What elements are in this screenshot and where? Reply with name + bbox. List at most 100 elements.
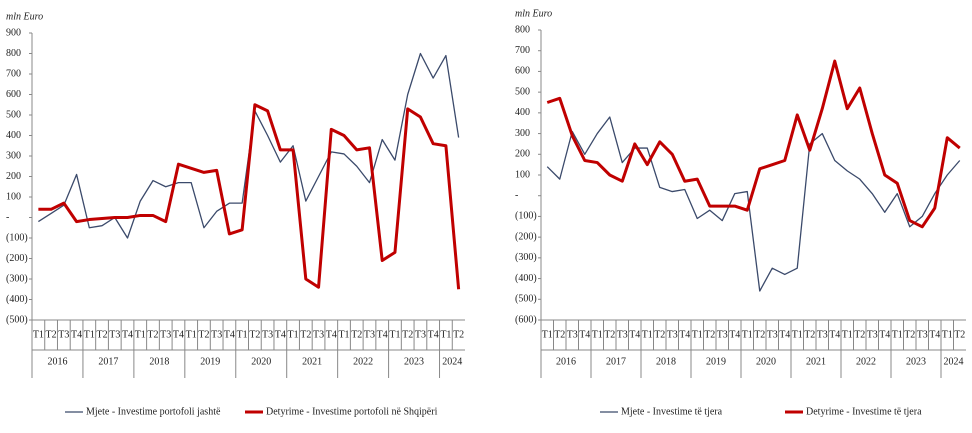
y-tick-label: (200) <box>6 253 28 264</box>
y-tick-label: 400 <box>515 107 530 118</box>
series-line <box>546 116 961 292</box>
y-tick-label: 400 <box>6 130 21 141</box>
y-tick-label: 200 <box>6 171 21 182</box>
year-label: 2017 <box>98 356 118 367</box>
year-label: 2022 <box>353 356 373 367</box>
x-tick-label: T3 <box>917 329 928 340</box>
x-tick-label: T1 <box>742 329 753 340</box>
y-tick-label: 800 <box>515 24 530 35</box>
x-tick-label: T4 <box>224 329 235 340</box>
x-tick-label: T4 <box>326 329 337 340</box>
year-label: 2019 <box>706 356 726 367</box>
legend-label: Detyrime - Investime portofoli në Shqipë… <box>266 406 438 417</box>
x-tick-label: T1 <box>842 329 853 340</box>
year-label: 2023 <box>906 356 926 367</box>
x-tick-label: T3 <box>364 329 375 340</box>
y-tick-label: 600 <box>515 66 530 77</box>
x-tick-label: T3 <box>313 329 324 340</box>
x-tick-label: T3 <box>160 329 171 340</box>
x-tick-label: T4 <box>679 329 690 340</box>
x-tick-label: T3 <box>667 329 678 340</box>
x-tick-label: T3 <box>109 329 120 340</box>
x-tick-label: T4 <box>579 329 590 340</box>
x-tick-label: T1 <box>389 329 400 340</box>
x-tick-label: T1 <box>186 329 197 340</box>
y-tick-label: (300) <box>515 252 537 263</box>
y-tick-label: 300 <box>515 128 530 139</box>
x-tick-label: T4 <box>275 329 286 340</box>
x-tick-label: T4 <box>173 329 184 340</box>
year-label: 2018 <box>149 356 169 367</box>
year-label: 2023 <box>404 356 424 367</box>
y-tick-label: 300 <box>6 150 21 161</box>
y-axis-label: mln Euro <box>6 11 43 22</box>
x-tick-label: T3 <box>867 329 878 340</box>
y-tick-label: 700 <box>515 45 530 56</box>
legend-label: Detyrime - Investime të tjera <box>806 406 922 417</box>
x-tick-label: T1 <box>135 329 146 340</box>
x-tick-label: T2 <box>402 329 413 340</box>
x-tick-label: T3 <box>415 329 426 340</box>
year-label: 2018 <box>656 356 676 367</box>
x-tick-label: T2 <box>46 329 57 340</box>
x-tick-label: T4 <box>929 329 940 340</box>
x-tick-label: T2 <box>804 329 815 340</box>
legend-label: Mjete - Investime të tjera <box>621 406 723 417</box>
x-tick-label: T1 <box>338 329 349 340</box>
year-label: 2019 <box>200 356 220 367</box>
x-tick-label: T1 <box>792 329 803 340</box>
year-label: 2021 <box>806 356 826 367</box>
x-tick-label: T4 <box>829 329 840 340</box>
x-tick-label: T4 <box>629 329 640 340</box>
x-tick-label: T2 <box>954 329 965 340</box>
legend-label: Mjete - Investime portofoli jashtë <box>86 406 221 417</box>
y-tick-label: (600) <box>515 314 537 325</box>
year-label: 2022 <box>856 356 876 367</box>
x-tick-label: T1 <box>33 329 44 340</box>
y-tick-label: 500 <box>515 86 530 97</box>
x-tick-label: T3 <box>262 329 273 340</box>
x-tick-label: T2 <box>96 329 107 340</box>
y-tick-label: 200 <box>515 149 530 160</box>
x-tick-label: T2 <box>198 329 209 340</box>
year-label: 2020 <box>251 356 271 367</box>
year-label: 2016 <box>556 356 576 367</box>
x-tick-label: T4 <box>71 329 82 340</box>
series-line <box>546 59 961 229</box>
series-line <box>38 103 461 290</box>
x-tick-label: T2 <box>249 329 260 340</box>
x-tick-label: T2 <box>604 329 615 340</box>
x-tick-label: T1 <box>592 329 603 340</box>
y-tick-label: 500 <box>6 109 21 120</box>
y-tick-label: (400) <box>6 294 28 305</box>
x-tick-label: T3 <box>717 329 728 340</box>
year-label: 2021 <box>302 356 322 367</box>
x-tick-label: T2 <box>754 329 765 340</box>
y-tick-label: 900 <box>6 27 21 38</box>
x-tick-label: T1 <box>440 329 451 340</box>
x-tick-label: T4 <box>879 329 890 340</box>
x-tick-label: T1 <box>892 329 903 340</box>
x-tick-label: T2 <box>554 329 565 340</box>
x-tick-label: T1 <box>84 329 95 340</box>
x-tick-label: T1 <box>288 329 299 340</box>
y-tick-label: (500) <box>6 314 28 325</box>
y-tick-label: - <box>515 190 518 201</box>
x-tick-label: T4 <box>729 329 740 340</box>
year-label: 2024 <box>944 356 964 367</box>
y-axis-label: mln Euro <box>515 8 552 19</box>
series-line <box>38 52 460 239</box>
y-tick-label: (100) <box>6 232 28 243</box>
year-label: 2016 <box>47 356 67 367</box>
x-tick-label: T2 <box>704 329 715 340</box>
x-tick-label: T2 <box>854 329 865 340</box>
y-tick-label: 100 <box>6 191 21 202</box>
y-tick-label: 600 <box>6 89 21 100</box>
x-tick-label: T3 <box>211 329 222 340</box>
x-tick-label: T2 <box>654 329 665 340</box>
x-tick-label: T1 <box>942 329 953 340</box>
y-tick-label: (100) <box>515 211 537 222</box>
y-tick-label: (300) <box>6 273 28 284</box>
x-tick-label: T1 <box>692 329 703 340</box>
